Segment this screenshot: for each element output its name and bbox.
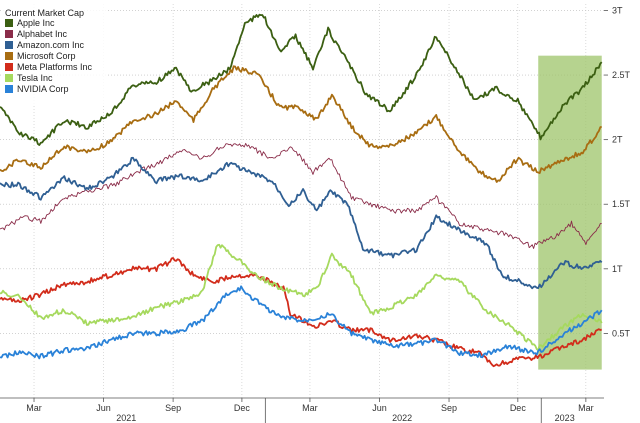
- legend-swatch: [5, 74, 13, 82]
- series-line: [0, 142, 602, 249]
- legend-swatch: [5, 52, 13, 60]
- legend-swatch: [5, 30, 13, 38]
- series-line: [0, 285, 603, 360]
- legend-label: NVIDIA Corp: [17, 84, 69, 94]
- x-tick-label: Mar: [578, 403, 594, 413]
- legend-title: Current Market Cap: [5, 8, 84, 18]
- series-lines: [0, 13, 603, 368]
- y-tick-label: 1.5T: [612, 199, 631, 209]
- x-year-label: 2023: [555, 413, 575, 423]
- y-tick-label: 2.5T: [612, 70, 631, 80]
- legend-swatch: [5, 41, 13, 49]
- x-tick-label: Sep: [441, 403, 457, 413]
- x-tick-label: Dec: [234, 403, 251, 413]
- x-year-label: 2022: [392, 413, 412, 423]
- x-tick-label: Dec: [510, 403, 527, 413]
- y-tick-label: 2T: [612, 135, 623, 145]
- legend-swatch: [5, 63, 13, 71]
- series-line: [0, 156, 603, 290]
- x-tick-label: Mar: [26, 403, 42, 413]
- axes: 0.5T 1T 1.5T 2T 2.5T 3T Mar Jun Sep Dec Mar Jun Sep D…: [0, 5, 631, 423]
- y-tick-label: 1T: [612, 264, 623, 274]
- legend-label: Alphabet Inc: [17, 29, 68, 39]
- legend-swatch: [5, 19, 13, 27]
- y-tick-label: 3T: [612, 5, 623, 15]
- x-tick-label: Mar: [302, 403, 318, 413]
- x-tick-label: Jun: [372, 403, 387, 413]
- x-tick-label: Jun: [96, 403, 111, 413]
- series-line: [0, 65, 603, 183]
- legend-background: [2, 2, 108, 106]
- x-year-label: 2021: [116, 413, 136, 423]
- y-tick-label: 0.5T: [612, 328, 631, 338]
- legend-label: Apple Inc: [17, 18, 55, 28]
- legend-label: Tesla Inc: [17, 73, 53, 83]
- legend-label: Meta Platforms Inc: [17, 62, 93, 72]
- series-line: [0, 257, 603, 368]
- series-line: [0, 243, 603, 351]
- series-line: [0, 13, 603, 146]
- legend-label: Microsoft Corp: [17, 51, 76, 61]
- x-tick-label: Sep: [165, 403, 181, 413]
- legend-swatch: [5, 85, 13, 93]
- legend-label: Amazon.com Inc: [17, 40, 85, 50]
